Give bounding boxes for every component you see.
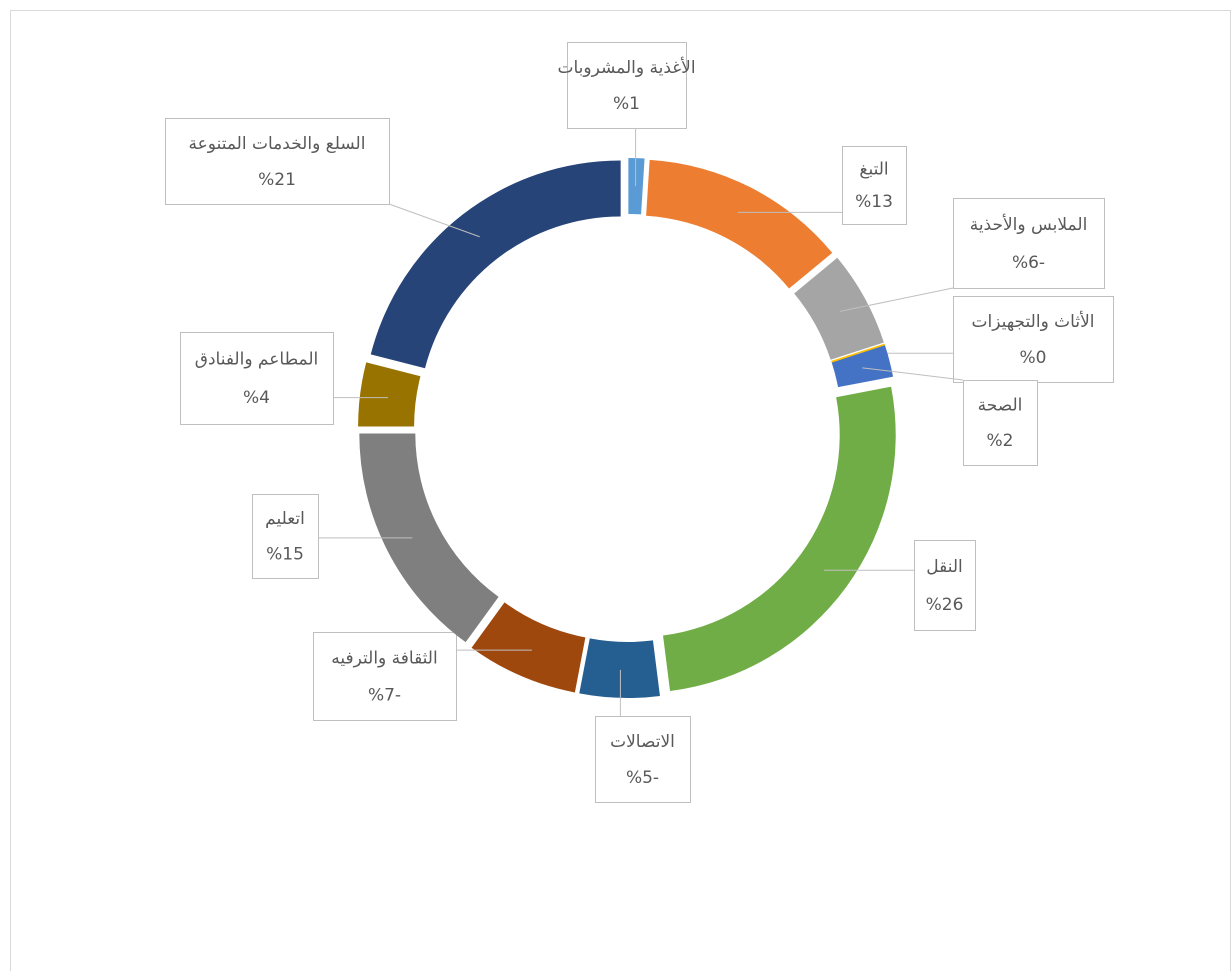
value-label: %5- <box>626 768 659 788</box>
leader-line <box>862 367 964 381</box>
category-label: اتعليم <box>265 509 305 529</box>
donut-slice <box>359 433 499 643</box>
category-label: الأغذية والمشروبات <box>557 57 695 78</box>
value-label: %1 <box>613 94 640 114</box>
category-label: المطاعم والفنادق <box>195 350 319 370</box>
label-box <box>313 632 457 721</box>
value-label: %26 <box>926 595 964 615</box>
leader-line <box>388 203 480 238</box>
donut-slice <box>358 362 421 427</box>
value-label: %15 <box>266 544 304 564</box>
value-label: %2 <box>987 431 1014 451</box>
donut-slice <box>831 345 894 388</box>
label-box <box>567 42 687 129</box>
category-label: الأثاث والتجهيزات <box>971 311 1094 332</box>
value-label: %13 <box>855 192 893 212</box>
category-label: السلع والخدمات المتنوعة <box>189 134 366 154</box>
donut-slice <box>628 158 645 215</box>
value-label: %6- <box>1012 253 1045 273</box>
label-box <box>842 146 907 225</box>
label-box <box>953 296 1114 383</box>
donut-slice <box>579 638 660 698</box>
label-box <box>595 716 691 803</box>
category-label: الملابس والأحذية <box>970 214 1088 235</box>
label-box <box>252 494 319 579</box>
label-box <box>953 198 1105 289</box>
category-label: الثقافة والترفيه <box>331 648 437 668</box>
donut-slice <box>794 257 884 360</box>
label-box <box>165 118 390 205</box>
leader-line <box>839 287 954 312</box>
category-label: الصحة <box>978 396 1023 416</box>
donut-slice <box>370 160 621 369</box>
donut-slice <box>646 159 833 289</box>
category-label: النقل <box>926 557 963 577</box>
value-label: %21 <box>258 170 296 190</box>
category-label: التبغ <box>859 159 888 179</box>
donut-slice <box>663 386 896 692</box>
category-label: الاتصالات <box>610 732 675 752</box>
value-label: %0 <box>1020 348 1047 368</box>
label-box <box>963 380 1038 466</box>
label-box <box>914 540 976 631</box>
label-box <box>180 332 334 425</box>
value-label: %7- <box>368 685 401 705</box>
donut-slice <box>471 602 586 693</box>
value-label: %4 <box>243 388 270 408</box>
